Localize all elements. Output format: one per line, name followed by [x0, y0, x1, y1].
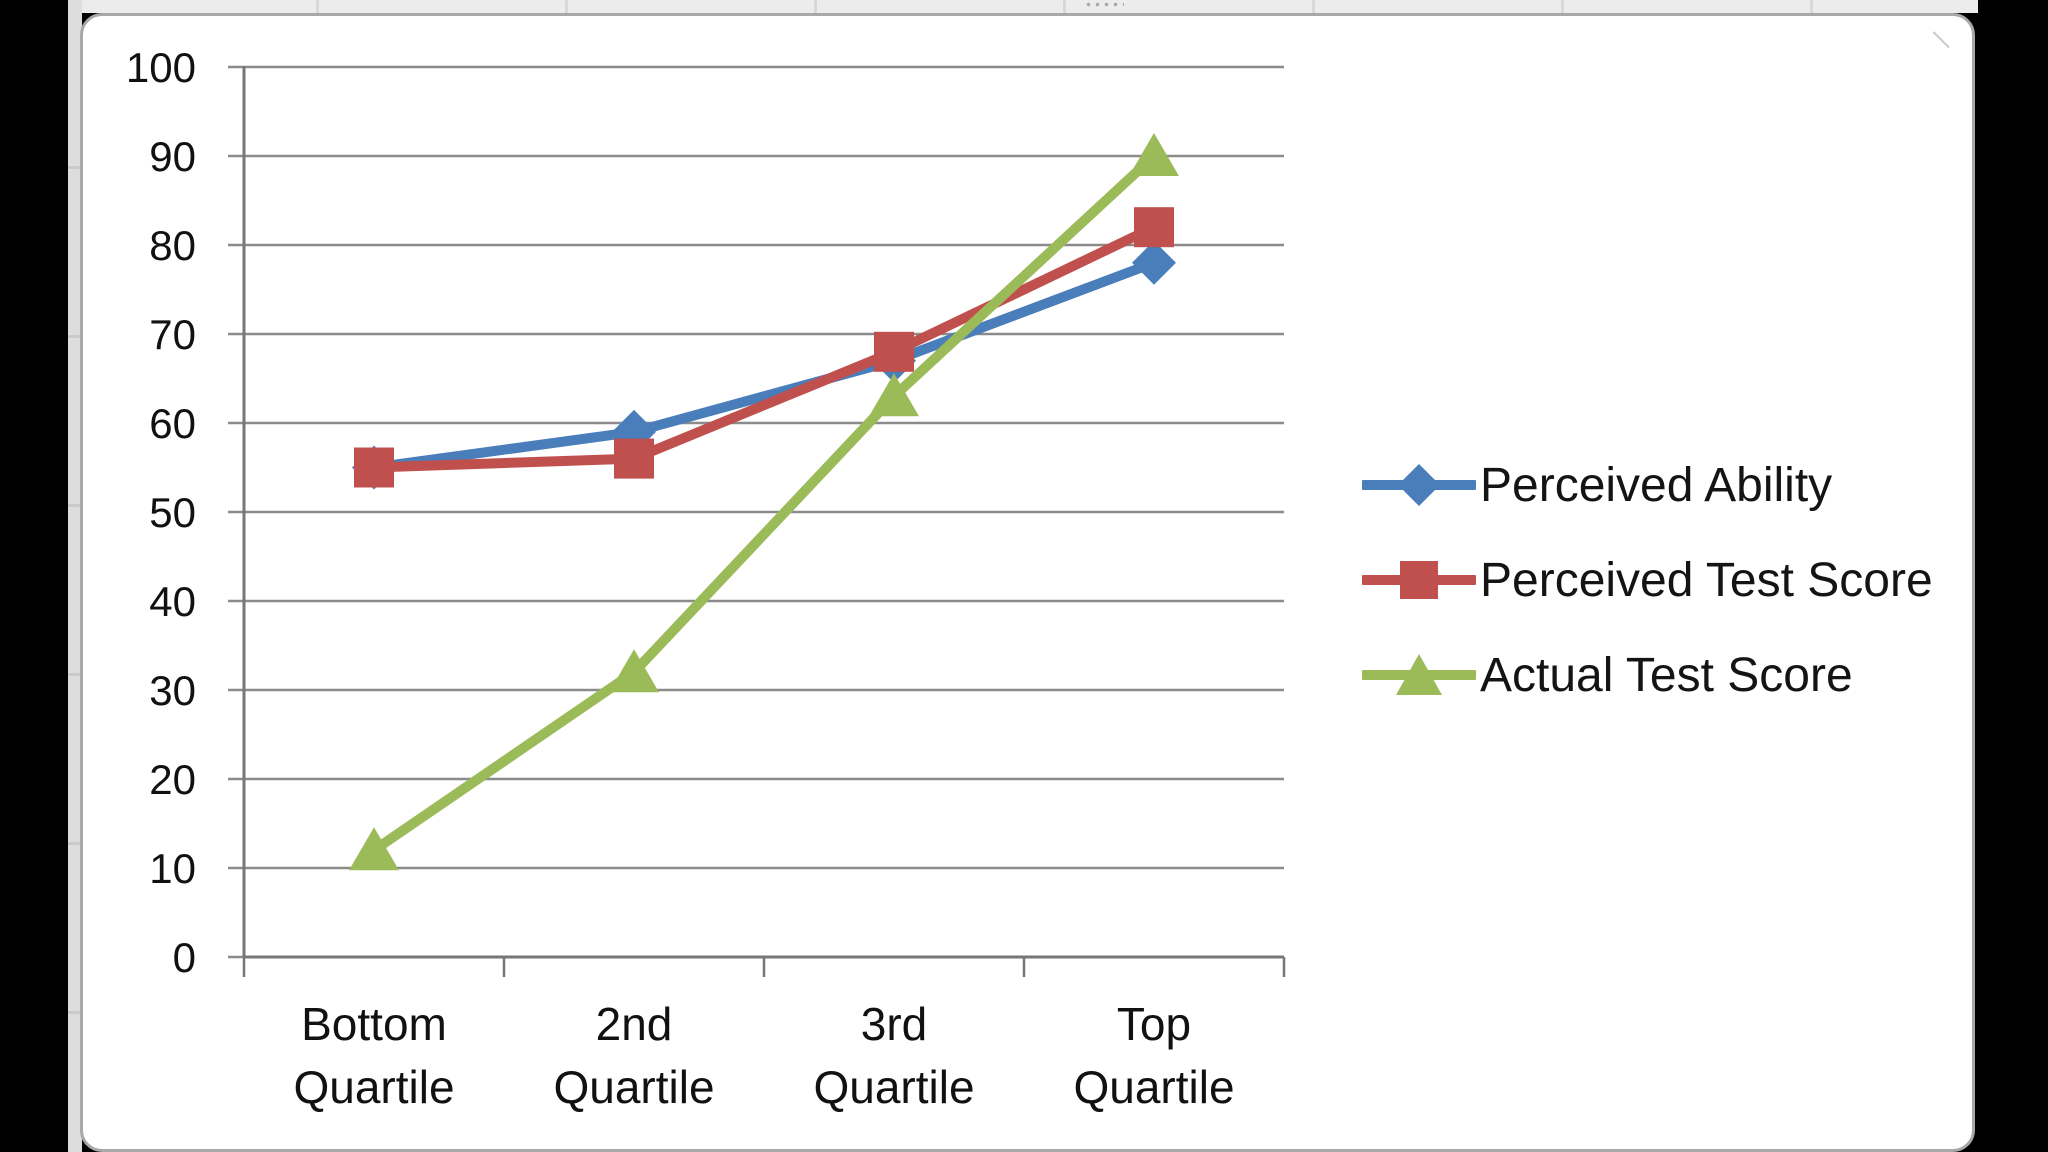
gridlines	[228, 65, 1284, 959]
svg-text:30: 30	[149, 667, 196, 714]
data-series	[349, 133, 1179, 871]
spreadsheet-left-strip	[68, 0, 82, 1152]
axes	[242, 66, 1286, 977]
svg-text:10: 10	[149, 845, 196, 892]
svg-text:50: 50	[149, 489, 196, 536]
y-axis-tick-labels: 0 10 20 30 40 50 60 70 80 90 100	[126, 44, 196, 981]
legend-item-actual-test-score[interactable]: Actual Test Score	[1362, 648, 1933, 702]
chart-legend: Perceived Ability Perceived Test Score A…	[1362, 458, 1933, 743]
svg-text:40: 40	[149, 578, 196, 625]
legend-item-perceived-test-score[interactable]: Perceived Test Score	[1362, 553, 1933, 607]
perceived-ability-legend-marker-icon	[1362, 464, 1476, 506]
x-axis-tick-labels: Bottom Quartile 2nd Quartile 3rd Quartile Top Q…	[293, 998, 1234, 1113]
spreadsheet-top-strip	[70, 0, 1978, 13]
legend-item-perceived-ability[interactable]: Perceived Ability	[1362, 458, 1933, 512]
svg-text:70: 70	[149, 311, 196, 358]
svg-text:20: 20	[149, 756, 196, 803]
svg-text:90: 90	[149, 133, 196, 180]
legend-label: Perceived Ability	[1480, 458, 1833, 512]
chart-object[interactable]	[80, 13, 1975, 1152]
svg-text:100: 100	[126, 44, 196, 91]
svg-text:60: 60	[149, 400, 196, 447]
legend-label: Perceived Test Score	[1480, 553, 1933, 607]
svg-text:0: 0	[173, 934, 196, 981]
perceived-test-score-legend-marker-icon	[1362, 561, 1476, 599]
series-perceived-test-score	[354, 207, 1174, 488]
svg-text:80: 80	[149, 222, 196, 269]
drag-handle-dots-icon	[1084, 1, 1124, 8]
legend-label: Actual Test Score	[1480, 648, 1853, 702]
series-actual-test-score	[349, 133, 1179, 871]
actual-test-score-legend-marker-icon	[1362, 654, 1476, 695]
